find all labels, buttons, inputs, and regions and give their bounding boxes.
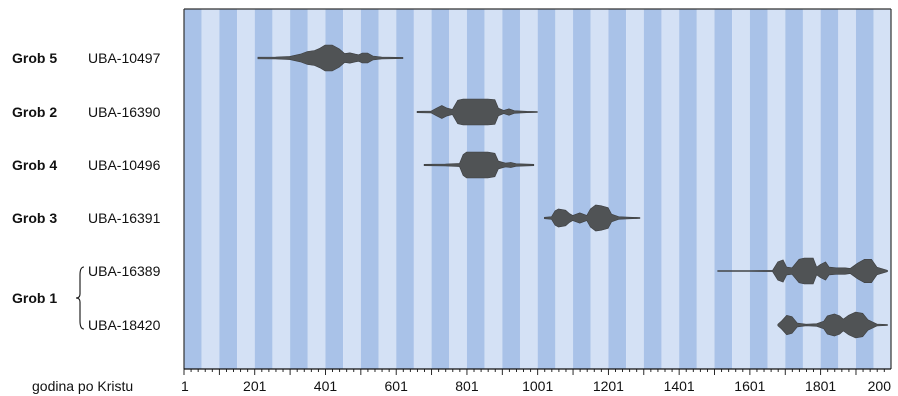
background-band <box>307 9 326 369</box>
background-band <box>661 9 680 369</box>
background-band <box>343 9 361 369</box>
background-band <box>626 9 644 369</box>
background-band <box>732 9 750 369</box>
probability-shape <box>423 151 535 179</box>
background-band <box>714 9 733 369</box>
background-band <box>466 9 485 369</box>
probability-shape <box>717 257 888 285</box>
background-band <box>537 9 556 369</box>
probability-shape <box>416 98 538 126</box>
background-band <box>237 9 255 369</box>
group-label: Grob 4 <box>12 157 57 173</box>
background-band <box>679 9 697 369</box>
row-labels: UBA-10497 UBA-16390 UBA-10496 UBA-16391 UBA-… <box>12 50 161 333</box>
x-axis: 1 201 401 601 801 1001 1201 1401 1601 1801 200 <box>181 368 892 394</box>
tick-label: 601 <box>385 378 409 394</box>
background-band <box>272 9 291 369</box>
background-band <box>838 9 856 369</box>
background-band <box>201 9 220 369</box>
group-label: Grob 5 <box>12 50 57 66</box>
background-band <box>449 9 467 369</box>
tick-label: 1601 <box>734 378 765 394</box>
group-label: Grob 1 <box>12 290 57 306</box>
background-band <box>413 9 432 369</box>
background-bands <box>184 9 891 369</box>
group-brace <box>75 266 85 330</box>
background-band <box>590 9 609 369</box>
background-band <box>502 9 520 369</box>
background-band <box>767 9 786 369</box>
tick-label: 801 <box>455 378 479 394</box>
tick-label: 1401 <box>664 378 695 394</box>
background-band <box>749 9 768 369</box>
background-band <box>378 9 397 369</box>
probability-shape <box>777 311 888 339</box>
tick-label: 1 <box>181 378 189 394</box>
plot-frame <box>183 8 892 369</box>
background-band <box>396 9 414 369</box>
background-band <box>555 9 574 369</box>
background-band <box>484 9 503 369</box>
background-band <box>608 9 627 369</box>
x-axis-label: godina po Kristu <box>32 378 133 394</box>
probability-shape <box>257 44 404 72</box>
background-band <box>873 9 891 369</box>
background-band <box>431 9 450 369</box>
tick-label: 1001 <box>522 378 553 394</box>
sample-label: UBA-16390 <box>88 104 161 120</box>
sample-label: UBA-18420 <box>88 317 161 333</box>
background-band <box>219 9 238 369</box>
background-band <box>573 9 591 369</box>
sample-label: UBA-16389 <box>88 263 161 279</box>
background-band <box>519 9 538 369</box>
background-band <box>325 9 344 369</box>
tick-label: 401 <box>314 378 338 394</box>
background-band <box>643 9 662 369</box>
sample-label: UBA-16391 <box>88 210 161 226</box>
background-band <box>184 9 202 369</box>
tick-label: 1201 <box>593 378 624 394</box>
background-band <box>802 9 821 369</box>
tick-label: 1801 <box>805 378 836 394</box>
background-band <box>254 9 273 369</box>
group-label: Grob 3 <box>12 210 57 226</box>
probability-shapes <box>257 44 888 339</box>
tick-label: 201 <box>243 378 267 394</box>
tick-label: 200 <box>868 378 892 394</box>
background-band <box>785 9 803 369</box>
probability-shape <box>544 204 641 232</box>
sample-label: UBA-10496 <box>88 157 161 173</box>
background-band <box>696 9 715 369</box>
group-label: Grob 2 <box>12 104 57 120</box>
background-band <box>290 9 308 369</box>
sample-label: UBA-10497 <box>88 50 161 66</box>
background-band <box>360 9 379 369</box>
